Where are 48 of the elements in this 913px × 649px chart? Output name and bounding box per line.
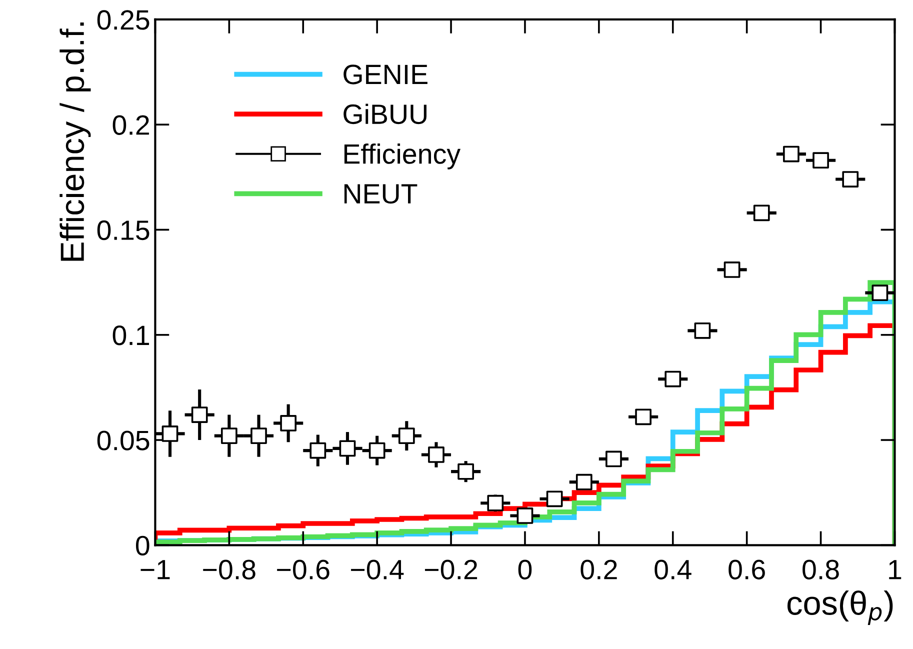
point (812, 152, 829, 169)
x-tick-label: 0.2 (580, 560, 617, 580)
x-tick-label: 0.6 (728, 560, 765, 580)
point (339, 440, 356, 457)
point (428, 446, 444, 463)
legend-label: Efficiency (344, 143, 461, 170)
y-axis-title: Efficiency / p.d.f. (60, 22, 91, 261)
point (516, 508, 534, 524)
point (724, 262, 740, 278)
x-tick-label: 0.8 (802, 560, 839, 580)
x-tick-label: 0 (518, 560, 532, 580)
point (398, 428, 415, 444)
y-tick-label: 0.1 (112, 326, 149, 346)
x-tick-label: 0.4 (654, 560, 692, 580)
y-tick-label: 0 (136, 536, 150, 556)
x-tick-label: −0.2 (424, 560, 478, 580)
point (368, 442, 386, 459)
legend-label: GiBUU (344, 104, 426, 124)
point (162, 426, 178, 442)
point (664, 370, 682, 388)
legend-label: NEUT (344, 184, 418, 204)
legend-label: GENIE (344, 64, 428, 84)
point (191, 406, 208, 423)
point (872, 284, 888, 302)
x-tick-label: −0.4 (351, 560, 404, 580)
point (280, 415, 297, 432)
point (310, 442, 326, 459)
x-tick-label: −0.8 (203, 560, 256, 580)
point (458, 463, 474, 480)
point (783, 146, 800, 162)
point (842, 171, 859, 188)
x-tick-label: −0.6 (277, 560, 330, 580)
point (250, 428, 267, 444)
point (546, 490, 563, 508)
point (635, 408, 652, 426)
point (220, 428, 238, 444)
point (606, 450, 622, 468)
x-tick-label: 1 (889, 560, 902, 580)
point (694, 322, 711, 339)
point (576, 474, 592, 490)
point (753, 204, 770, 222)
y-tick-label: 0.05 (97, 430, 150, 450)
x-tick-label: −1 (140, 560, 170, 580)
y-tick-label: 0.2 (112, 115, 149, 135)
point (487, 494, 504, 512)
y-tick-label: 0.15 (97, 220, 150, 240)
x-axis-title: cos(θ$_{p}$) (787, 590, 893, 625)
y-tick-label: 0.25 (97, 10, 150, 30)
